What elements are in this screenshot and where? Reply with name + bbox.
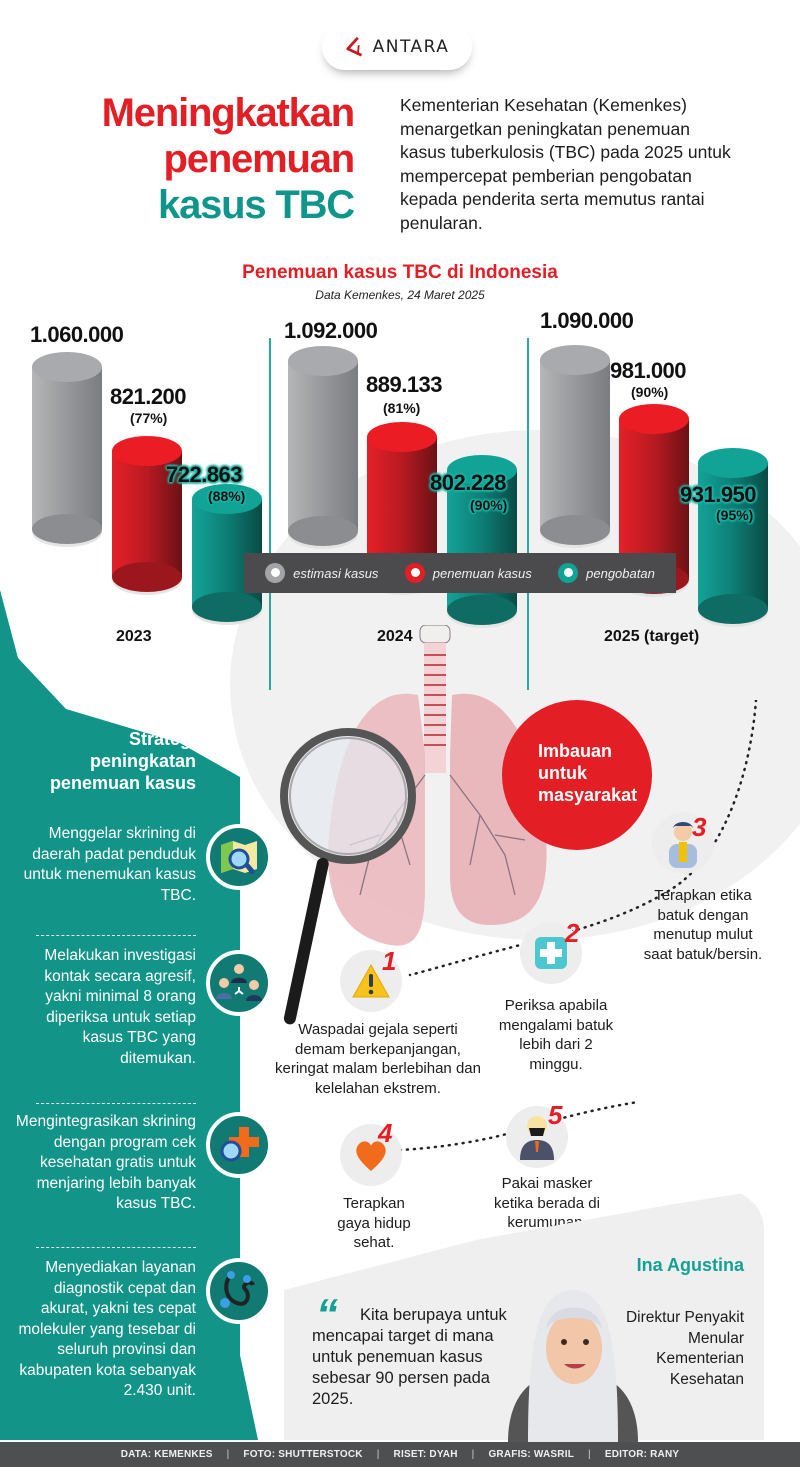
title-line-1: Meningkatkan: [101, 91, 356, 135]
masked-person-icon: [520, 1116, 554, 1160]
advisory-icon-5: [506, 1106, 568, 1168]
advisory-icon-3: [652, 812, 714, 874]
advisory-circle: [502, 700, 652, 850]
quote-text: Kita berupaya untuk mencapai target di m…: [312, 1306, 507, 1408]
advisory-number-1: 1: [382, 946, 397, 976]
pct-pengobatan-2025: (95%): [716, 507, 754, 523]
strategy-item-4: Menyediakan layanan diagnostik cepat dan…: [18, 1259, 197, 1399]
credit-foto: FOTO: SHUTTERSTOCK: [243, 1449, 363, 1460]
value-penemuan-2025: 981.000: [610, 358, 687, 383]
pct-pengobatan-2024: (90%): [470, 497, 508, 513]
strategy-title: Strategi peningkatan penemuan kasus: [49, 729, 196, 793]
advisory-icon-1: [340, 950, 402, 1012]
credits-footer: DATA: KEMENKES | FOTO: SHUTTERSTOCK | RI…: [0, 1442, 800, 1467]
strategy-item-2: Melakukan investigasi kontak secara agre…: [44, 947, 196, 1067]
group-divider: [269, 338, 271, 690]
bar-estimasi-2024: [288, 346, 358, 546]
advisory-number-2: 2: [565, 918, 580, 948]
value-pengobatan-2023: 722.863: [166, 462, 243, 487]
strategy-icon-2: [206, 950, 272, 1016]
warning-icon: [352, 963, 390, 998]
separator: |: [226, 1449, 230, 1460]
value-penemuan-2024: 889.133: [366, 372, 443, 397]
chart-subtitle: Data Kemenkes, 24 Maret 2025: [315, 288, 485, 302]
separator: |: [376, 1449, 380, 1460]
strategy-icon-4: [206, 1258, 272, 1324]
legend-dot-teal-icon: [558, 563, 579, 583]
strategy-icon-1: [206, 824, 272, 890]
medical-cross-icon: [535, 937, 567, 969]
strategy-divider: [36, 935, 196, 936]
legend-label: estimasi kasus: [293, 565, 379, 581]
antara-logo: ANTARA: [322, 24, 472, 70]
title-line-2: penemuan: [163, 137, 356, 181]
separator: |: [588, 1449, 591, 1460]
health-check-search-icon: [220, 1127, 259, 1162]
bar-estimasi-2023: [32, 352, 102, 544]
legend-item-penemuan: penemuan kasus: [404, 563, 532, 583]
credit-data: DATA: KEMENKES: [120, 1449, 213, 1460]
pct-pengobatan-2023: (88%): [208, 488, 246, 504]
strategy-divider: [36, 1103, 196, 1104]
legend-dot-gray-icon: [265, 563, 286, 583]
legend-label: penemuan kasus: [432, 565, 532, 581]
bar-pengobatan-2025: [698, 448, 768, 624]
strategy-item-3: Mengintegrasikan skrining dengan program…: [15, 1113, 196, 1212]
advisory-text-2: Periksa apabila mengalami batuk lebih da…: [498, 997, 614, 1073]
credit-editor: EDITOR: RANY: [604, 1449, 680, 1460]
chart-title: Penemuan kasus TBC di Indonesia: [242, 262, 558, 283]
portrait-illustration-icon: [508, 1290, 638, 1442]
person-role: Direktur Penyakit Menular Kementerian Ke…: [625, 1309, 744, 1388]
legend-label: pengobatan: [586, 565, 655, 581]
value-estimasi-2025: 1.090.000: [540, 308, 634, 333]
strategy-icon-3: [206, 1112, 272, 1178]
map-search-icon: [221, 841, 257, 875]
chart-legend: estimasi kasus penemuan kasus pengobatan: [244, 553, 676, 593]
advisory-icon-2: [520, 922, 582, 984]
value-pengobatan-2025: 931.950: [680, 482, 757, 507]
antara-logo-icon: [345, 36, 362, 57]
person-name: Ina Agustina: [636, 1255, 744, 1275]
value-pengobatan-2024: 802.228: [430, 470, 507, 495]
legend-dot-red-icon: [404, 563, 425, 583]
legend-item-pengobatan: pengobatan: [558, 563, 655, 583]
advisory-text-3: Terapkan etika batuk dengan menutup mulu…: [643, 887, 763, 963]
group-divider: [527, 338, 529, 690]
advisory-title: Imbauan untuk masyarakat: [538, 741, 638, 805]
strategy-item-1: Menggelar skrining di daerah padat pendu…: [23, 825, 196, 904]
credit-grafis: GRAFIS: WASRIL: [488, 1449, 575, 1460]
advisory-text-4: Terapkan gaya hidup sehat.: [337, 1195, 411, 1251]
advisory-number-3: 3: [692, 812, 707, 842]
advisory-number-4: 4: [378, 1118, 393, 1148]
year-label-2024: 2024: [377, 628, 413, 645]
advisory-text-1: Waspadai gejala seperti demam berkepanja…: [275, 1021, 481, 1097]
value-estimasi-2024: 1.092.000: [284, 318, 378, 343]
contact-network-icon: [216, 964, 262, 1001]
title-line-3: kasus TBC: [158, 183, 355, 227]
strategy-divider: [36, 1247, 196, 1248]
stethoscope-icon: [220, 1271, 255, 1308]
legend-item-estimasi: estimasi kasus: [265, 563, 378, 583]
year-label-2023: 2023: [116, 628, 152, 645]
value-penemuan-2023: 821.200: [110, 384, 187, 409]
separator: |: [471, 1449, 475, 1460]
logo-text: ANTARA: [372, 37, 450, 57]
advisory-number-5: 5: [548, 1100, 563, 1130]
pct-penemuan-2025: (90%): [631, 384, 669, 400]
advisory-icon-4: [340, 1124, 402, 1186]
intro-paragraph: Kementerian Kesehatan (Kemenkes) menarge…: [400, 95, 731, 233]
pct-penemuan-2023: (77%): [130, 410, 168, 426]
bar-penemuan-2023: [112, 436, 182, 592]
value-estimasi-2023: 1.060.000: [30, 322, 124, 347]
heart-icon: [356, 1141, 386, 1171]
page-title: Meningkatkan penemuan kasus TBC: [101, 90, 356, 228]
pct-penemuan-2024: (81%): [383, 400, 421, 416]
bar-estimasi-2025: [540, 345, 610, 545]
magnifier-icon: [280, 728, 416, 1025]
credit-riset: RISET: DYAH: [393, 1449, 458, 1460]
year-label-2025: 2025 (target): [604, 628, 700, 645]
quote-mark-icon: “: [316, 1290, 338, 1339]
coughing-person-icon: [669, 822, 697, 868]
